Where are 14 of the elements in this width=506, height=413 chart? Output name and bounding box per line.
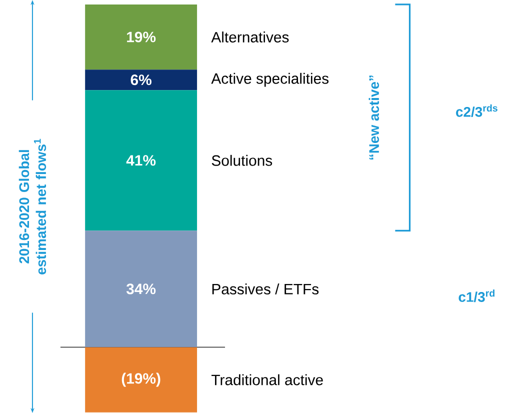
series-label: Traditional active bbox=[211, 374, 323, 386]
series-label: Active specialities bbox=[211, 72, 329, 87]
text: “New active” bbox=[368, 76, 380, 160]
text: c1/3$^{rd}$ bbox=[458, 290, 494, 302]
data-label: 41% bbox=[126, 155, 156, 166]
y-axis-title: 2016-2020 Global estimated net flows$^{1}$ bbox=[18, 138, 46, 274]
data-label: 6% bbox=[130, 74, 152, 86]
data-label: (19%) bbox=[122, 372, 160, 387]
data-label: 19% bbox=[127, 32, 156, 42]
series-label: Solutions bbox=[212, 154, 272, 166]
series-label: Passives / ETFs bbox=[212, 283, 319, 294]
series-label: Alternatives bbox=[211, 32, 289, 42]
data-label: 34% bbox=[126, 284, 156, 294]
text: c2/3$^{rds}$ bbox=[456, 104, 498, 117]
